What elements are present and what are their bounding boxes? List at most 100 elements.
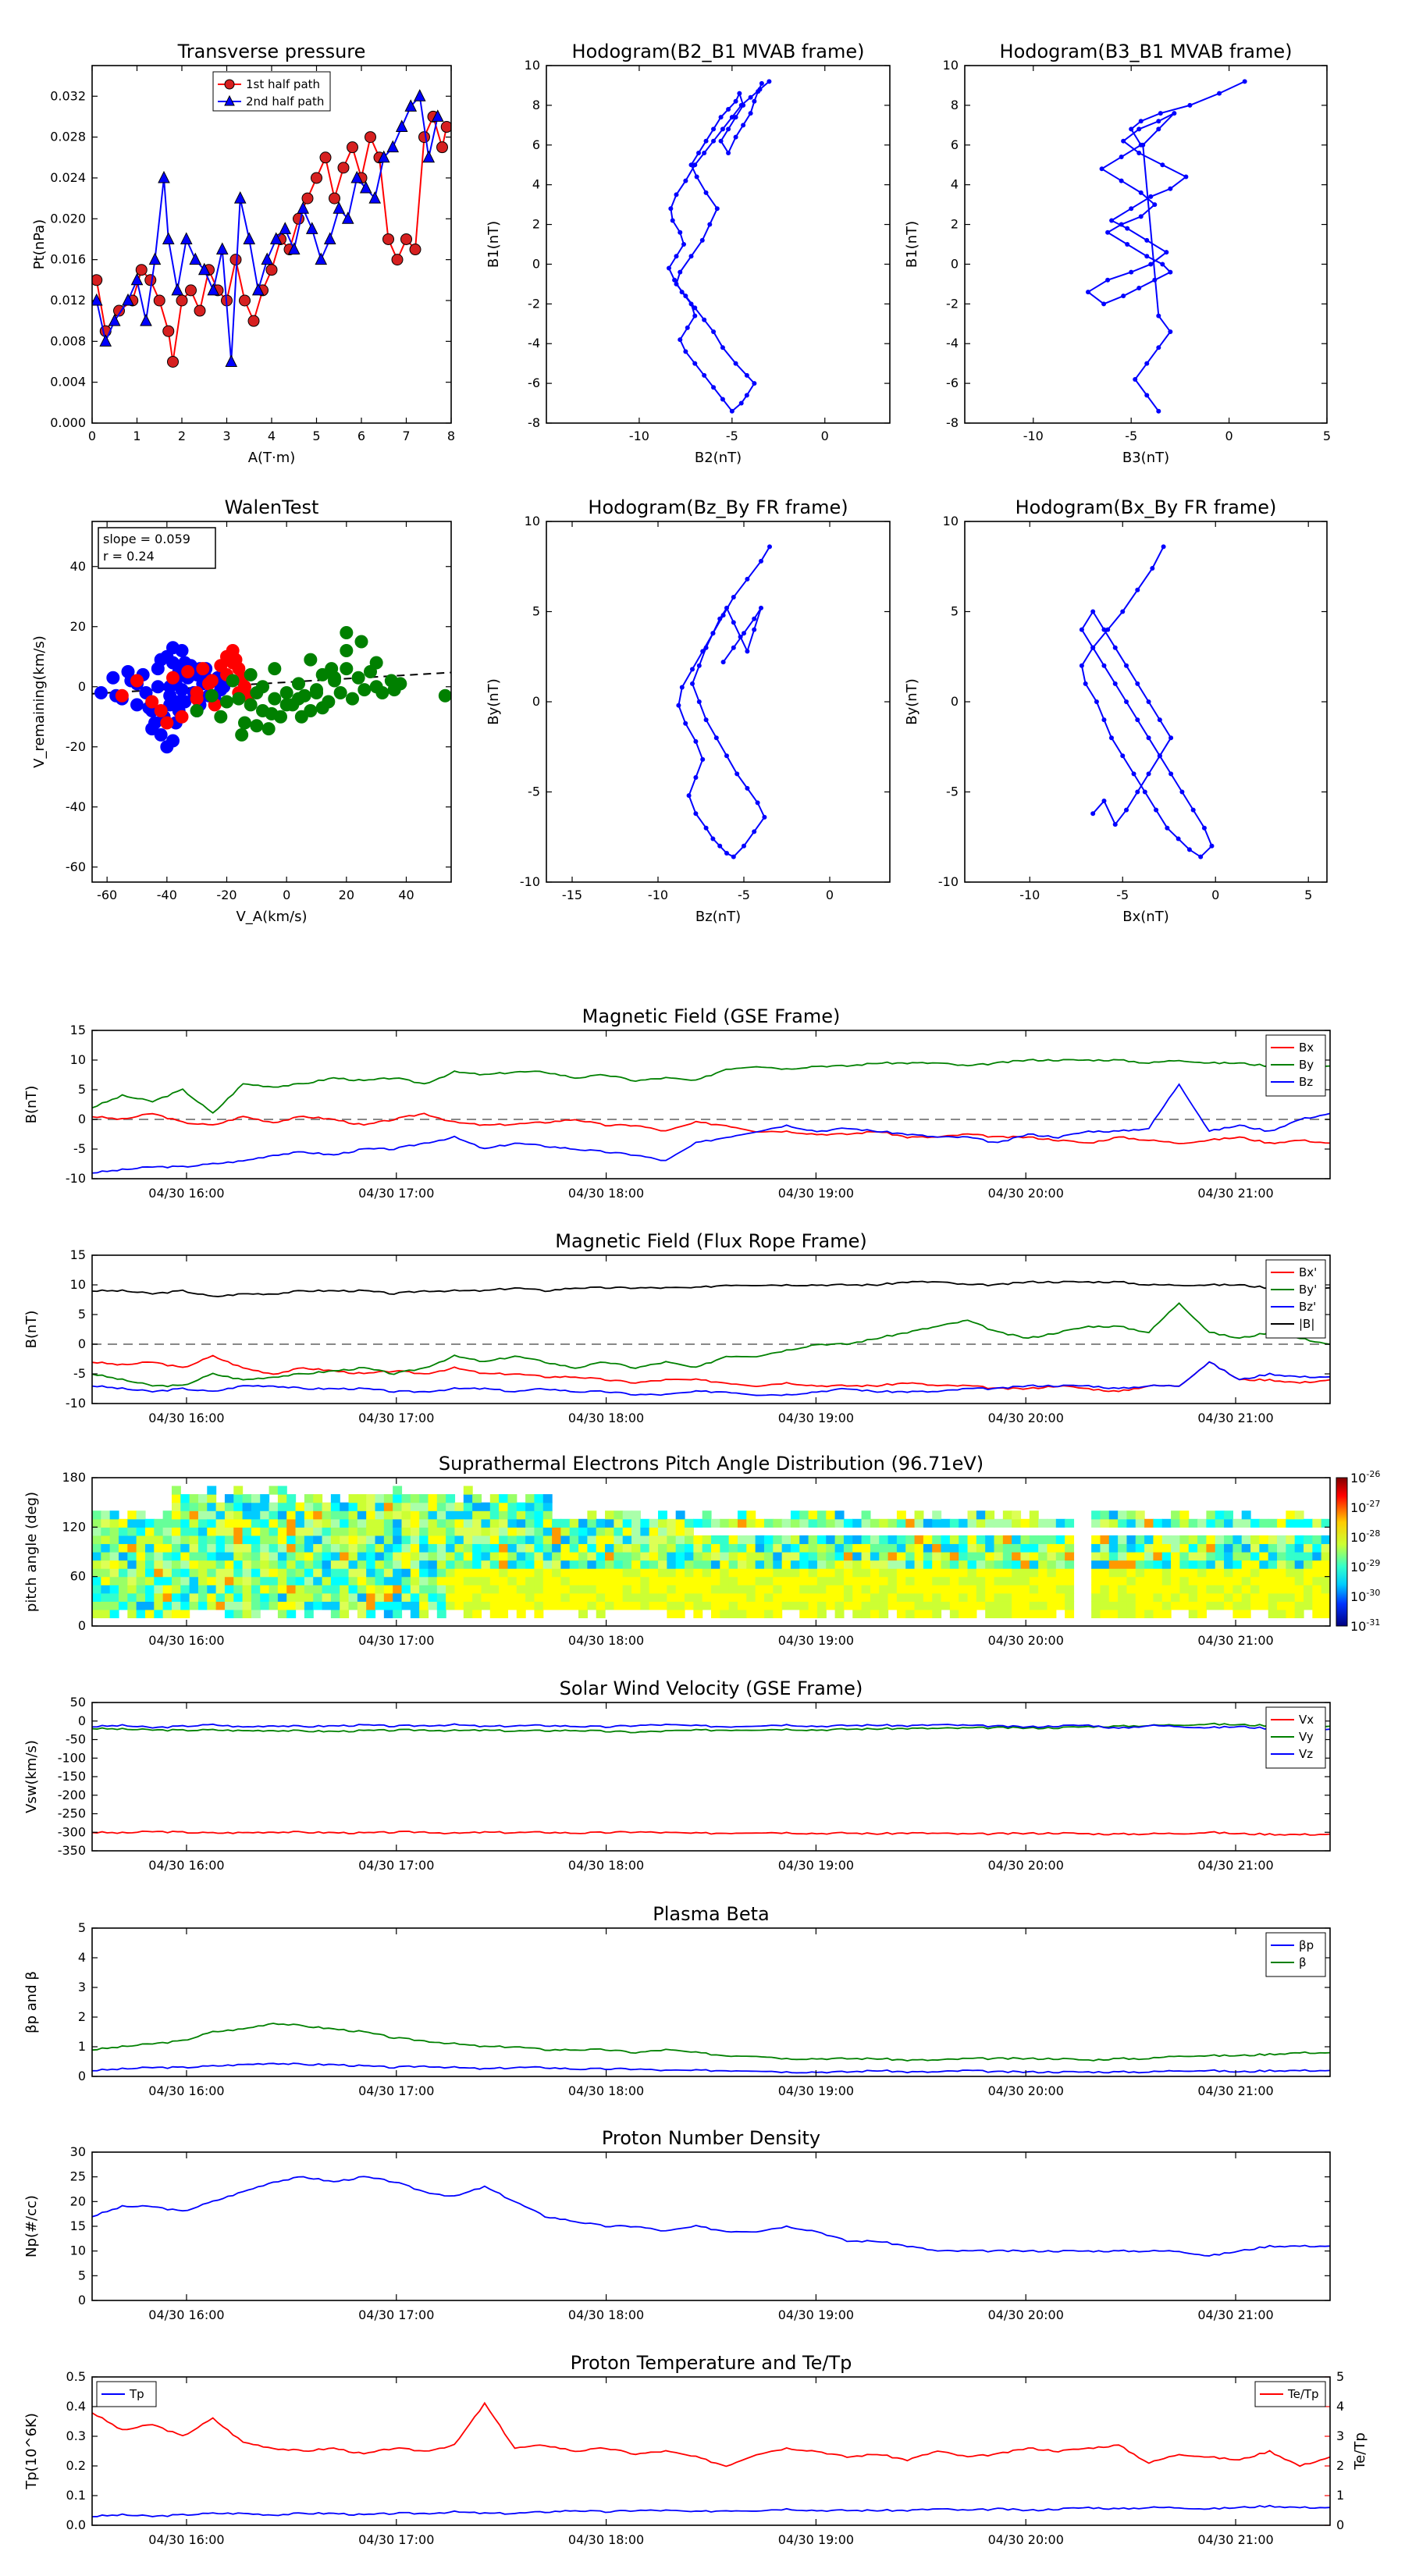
data-point bbox=[279, 222, 292, 234]
heatmap-cell bbox=[233, 1543, 244, 1553]
heatmap-cell bbox=[127, 1560, 137, 1569]
heatmap-cell bbox=[118, 1535, 128, 1545]
heatmap-cell bbox=[755, 1552, 765, 1561]
heatmap-cell bbox=[463, 1494, 473, 1503]
x-tick-label: -5 bbox=[738, 888, 750, 902]
heatmap-cell bbox=[560, 1576, 571, 1585]
heatmap-cell bbox=[171, 1560, 181, 1569]
data-point bbox=[693, 775, 699, 781]
y-axis-label: By(nT) bbox=[486, 678, 502, 724]
heatmap-cell bbox=[313, 1535, 323, 1545]
heatmap-cell bbox=[277, 1510, 287, 1520]
heatmap-cell bbox=[834, 1576, 845, 1585]
heatmap-cell bbox=[286, 1592, 297, 1602]
data-point bbox=[166, 641, 180, 655]
heatmap-cell bbox=[401, 1552, 411, 1561]
heatmap-cell bbox=[224, 1585, 234, 1594]
heatmap-cell bbox=[1012, 1601, 1022, 1610]
y-tick-label: -350 bbox=[58, 1843, 86, 1858]
heatmap-cell bbox=[1038, 1568, 1048, 1578]
data-point bbox=[702, 150, 707, 155]
data-point bbox=[729, 115, 735, 120]
data-point bbox=[742, 843, 746, 849]
legend-box bbox=[1265, 1932, 1326, 1977]
heatmap-cell bbox=[631, 1568, 641, 1578]
heatmap-cell bbox=[816, 1552, 827, 1561]
heatmap-cell bbox=[755, 1601, 765, 1610]
heatmap-cell bbox=[808, 1535, 818, 1545]
heatmap-cell bbox=[304, 1543, 314, 1553]
data-point bbox=[1168, 735, 1174, 741]
heatmap-cell bbox=[552, 1527, 562, 1536]
heatmap-cell bbox=[959, 1552, 969, 1561]
heatmap-cell bbox=[1250, 1568, 1260, 1578]
heatmap-cell bbox=[260, 1552, 270, 1561]
heatmap-cell bbox=[1188, 1568, 1198, 1578]
data-point bbox=[672, 277, 678, 283]
heatmap-cell bbox=[313, 1576, 323, 1585]
y-tick-label: 0 bbox=[78, 679, 86, 694]
heatmap-cell bbox=[1135, 1601, 1145, 1610]
heatmap-cell bbox=[118, 1527, 128, 1536]
heatmap-cell bbox=[101, 1585, 111, 1594]
x-tick-label: 04/30 21:00 bbox=[1197, 2532, 1273, 2547]
heatmap-cell bbox=[994, 1609, 1004, 1619]
heatmap-cell bbox=[1020, 1543, 1030, 1553]
data-point bbox=[377, 150, 390, 163]
heatmap-cell bbox=[1286, 1535, 1296, 1545]
heatmap-cell bbox=[224, 1543, 234, 1553]
heatmap-cell bbox=[994, 1592, 1004, 1602]
heatmap-cell bbox=[994, 1552, 1004, 1561]
heatmap-cell bbox=[640, 1527, 650, 1536]
heatmap-cell bbox=[472, 1568, 482, 1578]
heatmap-cell bbox=[1091, 1609, 1101, 1619]
heatmap-cell bbox=[1118, 1535, 1128, 1545]
heatmap-cell bbox=[330, 1568, 340, 1578]
heatmap-cell bbox=[1224, 1592, 1233, 1602]
series-line bbox=[92, 1083, 1330, 1174]
heatmap-cell bbox=[1108, 1552, 1119, 1561]
heatmap-cell bbox=[560, 1518, 571, 1528]
heatmap-cell bbox=[242, 1510, 252, 1520]
heatmap-cell bbox=[454, 1568, 464, 1578]
heatmap-cell bbox=[702, 1518, 712, 1528]
heatmap-cell bbox=[1250, 1518, 1260, 1528]
heatmap-cell bbox=[667, 1543, 677, 1553]
series-line bbox=[92, 2401, 1330, 2467]
heatmap-cell bbox=[1179, 1601, 1190, 1610]
heatmap-cell bbox=[861, 1543, 871, 1553]
heatmap-cell bbox=[1055, 1535, 1065, 1545]
heatmap-cell bbox=[808, 1510, 818, 1520]
heatmap-cell bbox=[1268, 1518, 1278, 1528]
heatmap-cell bbox=[711, 1518, 720, 1528]
heatmap-cell bbox=[180, 1585, 190, 1594]
heatmap-cell bbox=[649, 1560, 659, 1569]
y-tick-label: 0 bbox=[78, 1112, 86, 1126]
heatmap-cell bbox=[1153, 1518, 1163, 1528]
heatmap-cell bbox=[587, 1585, 597, 1594]
heatmap-cell bbox=[914, 1535, 924, 1545]
heatmap-cell bbox=[454, 1592, 464, 1602]
series-line bbox=[92, 1722, 1330, 1734]
heatmap-cell bbox=[896, 1535, 906, 1545]
heatmap-cell bbox=[207, 1568, 217, 1578]
heatmap-cell bbox=[489, 1510, 500, 1520]
heatmap-cell bbox=[879, 1576, 889, 1585]
heatmap-cell bbox=[1091, 1510, 1101, 1520]
data-point bbox=[676, 703, 681, 708]
heatmap-cell bbox=[1215, 1518, 1225, 1528]
heatmap-cell bbox=[154, 1592, 164, 1602]
heatmap-cell bbox=[375, 1568, 385, 1578]
heatmap-cell bbox=[923, 1601, 933, 1610]
data-point bbox=[400, 233, 412, 245]
data-point bbox=[711, 126, 717, 132]
y-tick-label: 6 bbox=[532, 137, 540, 152]
heatmap-cell bbox=[773, 1576, 783, 1585]
heatmap-cell bbox=[1118, 1601, 1128, 1610]
heatmap-cell bbox=[171, 1568, 181, 1578]
x-tick-label: 04/30 19:00 bbox=[778, 1411, 854, 1425]
y-tick-label: -5 bbox=[73, 1366, 86, 1381]
heatmap-cell bbox=[816, 1592, 827, 1602]
y-tick-label: 60 bbox=[70, 1569, 86, 1584]
data-point bbox=[683, 178, 688, 183]
